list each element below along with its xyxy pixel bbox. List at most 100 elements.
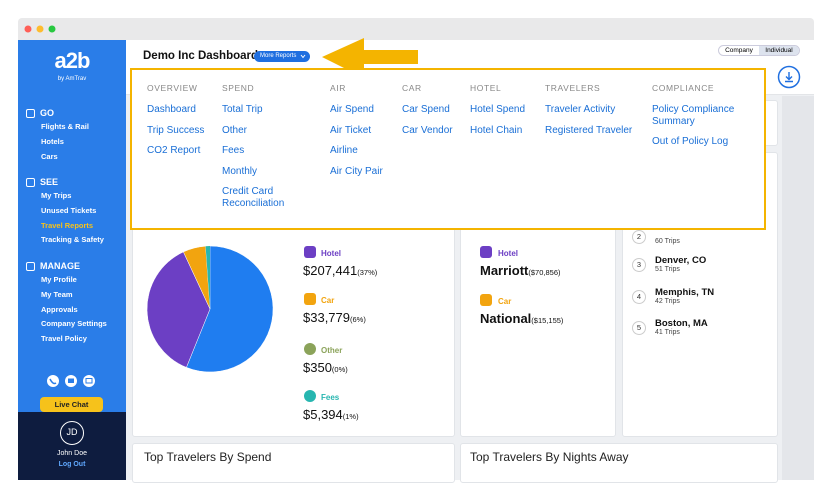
vendor-label: Car (498, 297, 512, 306)
section-icon (26, 261, 35, 271)
menu-link[interactable]: Air Ticket (330, 124, 372, 136)
menu-column: OVERVIEW Dashboard Trip Success CO2 Report (147, 82, 219, 166)
nav-section: GO (26, 108, 54, 118)
city-trips: 51 Trips (655, 266, 680, 273)
vendor-title: Marriott (480, 263, 529, 278)
toggle-company[interactable]: Company (725, 47, 753, 54)
category-label: Hotel (321, 249, 341, 258)
city-name: Boston, MA (655, 318, 708, 329)
nav-item[interactable]: Travel Reports (41, 220, 94, 230)
vendor-label: Hotel (498, 249, 518, 258)
category-icon (304, 293, 316, 305)
nav-section: MANAGE (26, 261, 80, 271)
menu-link[interactable]: Car Spend (402, 104, 450, 115)
vendor-icon (480, 246, 492, 258)
category-label: Other (321, 346, 343, 355)
nav-item[interactable]: My Team (41, 289, 73, 299)
menu-link[interactable]: Dashboard (147, 104, 196, 115)
nav-item[interactable]: My Trips (41, 191, 72, 200)
download-button[interactable] (777, 65, 801, 89)
menu-column: CAR Car Spend Car Vendor (402, 82, 468, 145)
vendor-name: Marriott($70,856) (480, 263, 561, 278)
city-trips: 42 Trips (655, 298, 680, 305)
amount-value: $207,441 (303, 263, 358, 278)
city-name: Denver, CO (655, 255, 707, 266)
amount-value: $33,779 (303, 310, 350, 325)
right-strip (782, 96, 814, 480)
nav-item[interactable]: Cars (41, 151, 58, 161)
menu-link[interactable]: Traveler Activity (545, 104, 616, 115)
rank-badge: 3 (632, 258, 646, 272)
category-icon (304, 246, 316, 258)
amount-percent: (37%) (357, 268, 378, 277)
amount-percent: (0%) (331, 365, 348, 374)
nav-item[interactable]: My Profile (41, 275, 77, 284)
vendor-amount: ($70,856) (528, 268, 561, 277)
menu-heading: TRAVELERS (545, 83, 601, 93)
menu-link[interactable]: Policy Compliance Summary (652, 104, 735, 127)
menu-link[interactable]: Monthly (222, 165, 258, 177)
nav-item[interactable]: Unused Tickets (41, 205, 97, 215)
city-trips: 41 Trips (655, 329, 680, 336)
amount-percent: (1%) (342, 412, 359, 421)
live-chat-label: Live Chat (54, 400, 89, 409)
window-controls (24, 25, 56, 33)
nav-section: SEE (26, 177, 58, 187)
menu-heading: HOTEL (470, 83, 502, 93)
category-label: Car (321, 296, 335, 305)
reports-menu: OVERVIEW Dashboard Trip Success CO2 Report S… (130, 68, 766, 230)
nav-item[interactable]: Travel Policy (41, 334, 87, 344)
rank-badge: 2 (632, 230, 646, 244)
section-title: GO (40, 108, 55, 118)
vendor-title: National (480, 311, 532, 326)
menu-column: SPEND Total Trip Other Fees Monthly Credit Ca… (222, 82, 302, 218)
menu-link[interactable]: Hotel Chain (470, 124, 523, 136)
amount-percent: (6%) (350, 315, 366, 324)
nav-item[interactable]: Hotels (41, 136, 64, 146)
menu-heading: CAR (402, 83, 422, 93)
vendor-amount: ($15,155) (531, 316, 564, 325)
more-reports-button[interactable]: More Reports (254, 51, 311, 62)
menu-column: TRAVELERS Traveler Activity Registered Tra… (545, 82, 649, 145)
category-icon (304, 390, 316, 402)
contact-icons (47, 375, 95, 387)
nav-item[interactable]: Flights & Rail (41, 122, 89, 131)
category-amount: $207,441(37%) (303, 263, 377, 278)
live-chat-button[interactable]: Live Chat (40, 397, 103, 412)
amount-value: $350 (303, 360, 332, 375)
menu-link[interactable]: Hotel Spend (470, 104, 526, 115)
category-amount: $350(0%) (303, 360, 348, 375)
menu-column: AIR Air Spend Air Ticket Airline Air City Pa… (330, 82, 400, 186)
menu-link[interactable]: Credit Card Reconciliation (222, 186, 285, 209)
menu-link[interactable]: Out of Policy Log (652, 136, 729, 147)
vendor-icon (480, 294, 492, 306)
nav-item[interactable]: Tracking & Safety (41, 235, 104, 245)
menu-column: HOTEL Hotel Spend Hotel Chain (470, 82, 542, 145)
nav-item[interactable]: Company Settings (41, 319, 107, 329)
menu-link[interactable]: Car Vendor (402, 124, 453, 136)
menu-link[interactable]: Total Trip (222, 104, 263, 115)
menu-column: COMPLIANCE Policy Compliance Summary Out o… (652, 82, 752, 157)
menu-link[interactable]: Registered Traveler (545, 124, 633, 136)
menu-link[interactable]: CO2 Report (147, 145, 201, 156)
avatar: JD (60, 421, 84, 445)
menu-link[interactable]: Airline (330, 145, 358, 156)
menu-link[interactable]: Air City Pair (330, 165, 383, 177)
menu-link[interactable]: Fees (222, 145, 245, 156)
sidebar: a2b by AmTrav Live Chat JD John Doe Log … (18, 40, 126, 480)
nav-item[interactable]: Approvals (41, 304, 78, 314)
logo: a2b (54, 48, 91, 73)
menu-link[interactable]: Other (222, 124, 248, 136)
view-toggle[interactable]: Company Individual (718, 45, 800, 56)
window-bar (18, 18, 814, 40)
dashboard-title: Demo Inc Dashboard (143, 50, 259, 62)
menu-link[interactable]: Trip Success (147, 124, 205, 136)
more-reports-label: More Reports (260, 53, 297, 59)
logout-link[interactable]: Log Out (58, 461, 86, 468)
menu-link[interactable]: Air Spend (330, 104, 374, 115)
section-icon (26, 108, 35, 118)
toggle-individual[interactable]: Individual (759, 46, 799, 55)
card-title: Top Travelers By Spend (144, 450, 272, 464)
